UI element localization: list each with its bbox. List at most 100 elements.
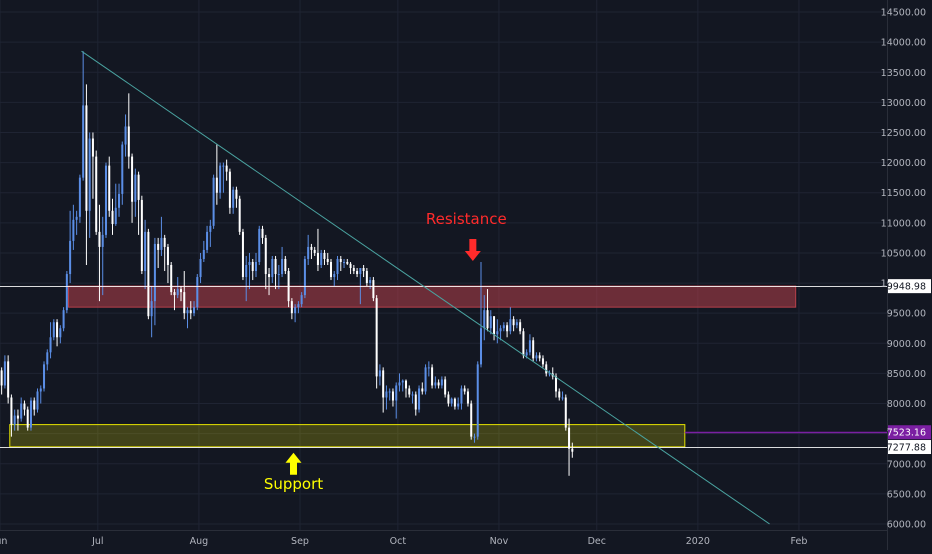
x-tick-label: Feb [791, 536, 808, 547]
candle-body [431, 367, 434, 386]
candle-body [238, 198, 241, 232]
candle-body [356, 271, 359, 275]
candle-body [193, 307, 196, 314]
candle-body [91, 138, 94, 157]
candle-body [254, 261, 258, 272]
candle-body [271, 258, 274, 278]
candle-body [176, 289, 179, 296]
candle-body [225, 165, 228, 172]
candle-body [20, 403, 23, 419]
candle-body [52, 322, 55, 338]
candle-body [414, 394, 417, 410]
candle-body [219, 165, 222, 193]
price-label-bg [888, 279, 931, 294]
candle-body [362, 268, 365, 272]
candle-body [398, 382, 401, 386]
candle-body [303, 258, 306, 296]
candle-body [541, 358, 544, 365]
candle-body [506, 325, 509, 332]
candle-body [554, 376, 558, 392]
candle-body [65, 274, 68, 311]
candle-body [528, 340, 531, 353]
y-tick-label: 6000.00 [887, 519, 926, 530]
candle-body [215, 177, 218, 193]
candle-body [385, 391, 388, 398]
candle-body [284, 258, 287, 272]
candle-body [173, 292, 176, 296]
time-axis[interactable]: Jun Jul Aug Sep Oct Nov Dec 2020 Feb [0, 530, 887, 548]
candle-body [179, 289, 182, 293]
candle-body [264, 237, 267, 275]
current-price-label: 7523.16 [887, 428, 926, 439]
candle-body [564, 397, 567, 428]
candle-body [251, 261, 254, 272]
candle-body [375, 298, 378, 377]
candle-body [124, 126, 127, 145]
candle-body [519, 322, 522, 332]
candle-body [3, 361, 6, 386]
candle-body [343, 261, 346, 263]
candle-body [62, 310, 65, 329]
candle-body [16, 415, 19, 419]
candle-body [75, 216, 78, 220]
candle-body [499, 328, 502, 332]
candle-body [568, 427, 571, 449]
candle-body [316, 252, 319, 265]
candle-body [137, 174, 140, 200]
candle-body [189, 310, 192, 314]
candle-body [545, 364, 548, 374]
candle-body [101, 234, 104, 247]
candle-body [525, 352, 528, 356]
y-tick-label: 9000.00 [887, 339, 926, 350]
candle-body [59, 328, 62, 338]
candle-body [131, 156, 134, 202]
candle-body [277, 274, 280, 276]
candle-body [460, 388, 463, 404]
y-tick-label: 8500.00 [887, 369, 926, 380]
candle-body [134, 174, 137, 202]
candle-body [78, 177, 81, 217]
candle-body [483, 310, 486, 329]
x-tick-label: Aug [190, 536, 209, 547]
candle-body [466, 391, 469, 404]
candle-body [166, 246, 169, 265]
price-markers: 9948.98 7277.88 7523.16 [887, 279, 931, 455]
candle-body [532, 340, 535, 359]
candle-body [424, 367, 427, 392]
arrow-down-icon [464, 238, 481, 261]
candle-body [147, 231, 150, 317]
candle-body [418, 388, 421, 410]
candle-body [281, 258, 284, 275]
candle-body [88, 138, 91, 211]
candle-body [349, 263, 352, 269]
candle-body [121, 144, 124, 194]
candle-body [493, 316, 496, 335]
candle-body [408, 388, 411, 395]
candle-body [548, 373, 551, 375]
candle-body [297, 304, 300, 308]
y-tick-label: 14000.00 [881, 38, 926, 49]
candle-body [163, 237, 166, 247]
current-price-label-bg [888, 425, 931, 440]
y-tick-label: 6500.00 [887, 489, 926, 500]
candle-body [427, 367, 430, 369]
candle-body [313, 249, 316, 253]
candle-body [0, 370, 3, 386]
candle-body [209, 225, 212, 232]
candle-body [444, 379, 447, 395]
candle-body [69, 240, 72, 275]
candle-body [186, 310, 189, 314]
candle-body [127, 126, 130, 157]
x-tick-label: Jun [0, 536, 7, 547]
price-axis[interactable]: 14500.00 14000.00 13500.00 13000.00 12500.00… [881, 0, 932, 550]
candle-body [369, 280, 372, 284]
y-tick-label: 9500.00 [887, 309, 926, 320]
candle-body [222, 165, 225, 167]
candle-body [476, 364, 479, 437]
candle-body [232, 189, 235, 208]
candle-body [111, 210, 114, 225]
candles [0, 51, 574, 476]
resistance-label: Resistance [426, 210, 507, 228]
